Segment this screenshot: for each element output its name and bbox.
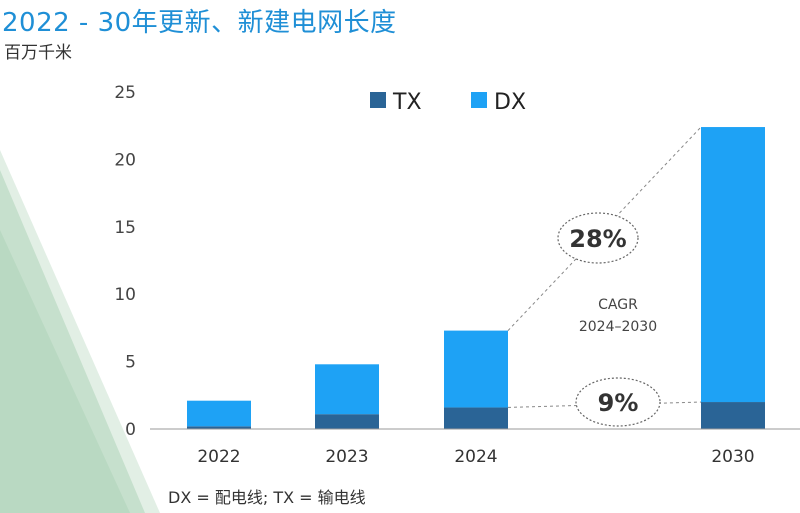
y-tick-label: 25 (114, 83, 136, 103)
x-tick-label: 2022 (197, 447, 240, 467)
bar-tx-2023 (315, 414, 379, 429)
y-tick-label: 5 (125, 353, 136, 373)
footnote: DX = 配电线; TX = 输电线 (168, 488, 366, 507)
background-green-wedge-light (0, 150, 160, 513)
cagr-label: CAGR (598, 297, 638, 313)
y-tick-label: 0 (125, 420, 136, 440)
dx-cagr-value: 28% (569, 225, 626, 253)
legend-swatch-tx (370, 92, 386, 108)
bar-tx-2024 (444, 407, 508, 429)
dx-cagr-bubble (557, 212, 639, 264)
y-axis: 0 5 10 15 20 25 (114, 83, 136, 440)
y-tick-label: 15 (114, 218, 136, 238)
tx-cagr-bubble (575, 377, 661, 427)
bar-tx-2030 (701, 402, 765, 429)
cagr-period-label: 2024–2030 (579, 319, 657, 335)
legend-swatch-dx (471, 92, 487, 108)
y-tick-label: 20 (114, 150, 136, 170)
x-tick-label: 2023 (325, 447, 368, 467)
bar-dx-2030 (701, 127, 765, 403)
y-tick-label: 10 (114, 285, 136, 305)
bar-dx-2023 (315, 364, 379, 415)
bar-dx-2022 (187, 400, 251, 427)
bar-dx-2024 (444, 330, 508, 408)
legend-label-tx: TX (392, 90, 422, 115)
chart-title: 2022 - 30年更新、新建电网长度 (2, 8, 397, 38)
bars (187, 127, 765, 429)
unit-label: 百万千米 (4, 43, 72, 63)
x-tick-label: 2030 (711, 447, 754, 467)
x-axis: 2022 2023 2024 2030 (150, 428, 800, 467)
tx-cagr-value: 9% (598, 389, 639, 417)
legend-label-dx: DX (494, 90, 526, 115)
bar-tx-2022 (187, 426, 251, 429)
x-tick-label: 2024 (454, 447, 497, 467)
